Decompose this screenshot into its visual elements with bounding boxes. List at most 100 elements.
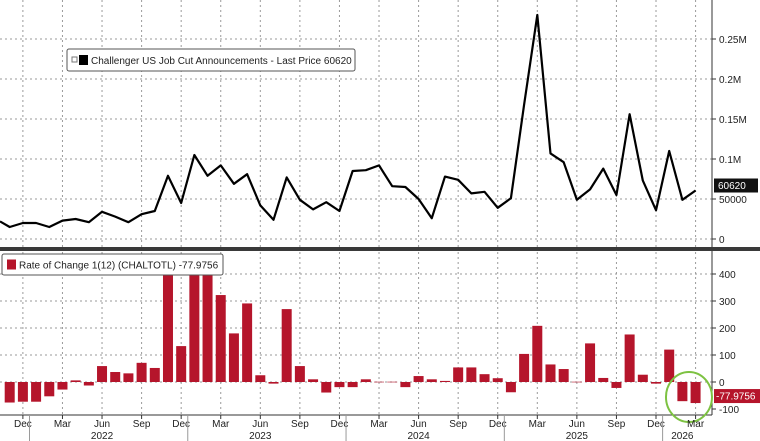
x-year-label: 2026 (671, 431, 694, 441)
x-tick-label: Dec (14, 419, 32, 430)
bar (321, 382, 332, 393)
legend-swatch (79, 55, 88, 65)
last-roc-tag (714, 389, 760, 404)
bar (281, 309, 292, 382)
bar (479, 374, 490, 382)
x-tick-label: Sep (449, 419, 467, 430)
bar (598, 377, 609, 382)
x-tick-label: Sep (133, 419, 151, 430)
bar (651, 382, 662, 384)
bar (70, 380, 81, 382)
last-price-tag (714, 178, 758, 193)
y-tick-label: 0.1M (719, 155, 741, 166)
x-tick-label: Mar (370, 419, 388, 430)
bar (611, 382, 622, 388)
bar (387, 381, 398, 383)
x-tick-label: Mar (54, 419, 72, 430)
bar (347, 382, 358, 388)
y-tick-label: 0 (719, 378, 725, 389)
y-tick-label: 0.25M (719, 35, 747, 46)
bar (294, 366, 305, 382)
x-tick-label: Mar (212, 419, 230, 430)
bar (176, 346, 187, 382)
x-tick-label: Jun (411, 419, 427, 430)
x-tick-label: Dec (172, 419, 190, 430)
x-tick-label: Jun (252, 419, 268, 430)
bar (149, 367, 160, 382)
y-tick-label: 100 (719, 351, 736, 362)
x-year-label: 2025 (566, 431, 589, 441)
bar (308, 379, 319, 382)
bar (374, 381, 385, 383)
x-tick-label: Mar (529, 419, 547, 430)
bar (466, 367, 477, 382)
bar (242, 303, 253, 382)
bar (413, 376, 424, 382)
bar (400, 382, 411, 388)
bar (624, 334, 635, 382)
x-tick-label: Sep (608, 419, 626, 430)
y-tick-label: 0.2M (719, 75, 741, 86)
legend-box (1, 253, 224, 276)
x-year-label: 2022 (91, 431, 114, 441)
y-tick-label: 0 (719, 235, 725, 246)
x-tick-label: Dec (331, 419, 349, 430)
bar (57, 382, 68, 390)
bar (189, 267, 200, 382)
bar (202, 271, 213, 382)
bar (558, 369, 569, 382)
x-tick-label: Dec (489, 419, 507, 430)
bar (4, 382, 15, 403)
bar (123, 373, 134, 382)
bar (519, 353, 530, 382)
legend-label: Rate of Change 1(12) (CHALTOTL) -77.9756 (19, 261, 219, 272)
highlight-circle (664, 371, 713, 423)
bar (571, 381, 582, 383)
bar (228, 333, 239, 382)
bar (97, 366, 108, 382)
bar (637, 374, 648, 382)
last-price-label: 60620 (718, 181, 746, 192)
series-line (0, 13, 697, 229)
bar (31, 382, 42, 402)
x-tick-label: Mar (687, 419, 705, 430)
legend-swatch (7, 259, 16, 270)
bar (215, 295, 226, 382)
y-tick-label: -100 (719, 405, 739, 416)
legend-box (66, 48, 356, 72)
bar (110, 372, 121, 382)
bar (17, 382, 28, 402)
bar (664, 349, 675, 382)
y-tick-label: 400 (719, 270, 736, 281)
bar (44, 382, 55, 397)
bar (439, 380, 450, 382)
y-tick-label: 300 (719, 297, 736, 308)
bar (360, 379, 371, 382)
bar (334, 382, 345, 388)
bar (677, 382, 688, 402)
x-year-label: 2024 (407, 431, 430, 441)
bar (255, 375, 266, 382)
x-tick-label: Dec (647, 419, 665, 430)
x-tick-label: Sep (291, 419, 309, 430)
legend-bar: Rate of Change 1(12) (CHALTOTL) -77.9756 (1, 253, 224, 276)
bar (162, 269, 173, 382)
y-tick-label: 0.15M (719, 115, 747, 126)
x-year-label: 2023 (249, 431, 272, 441)
bar (585, 343, 596, 382)
bar (453, 367, 464, 382)
bar (268, 382, 279, 384)
legend-line: Challenger US Job Cut Announcements - La… (66, 48, 356, 72)
y-tick-label: 50000 (719, 195, 747, 206)
bar (492, 378, 503, 382)
expand-icon (71, 56, 78, 63)
y-tick-label: 200 (719, 324, 736, 335)
bar (426, 379, 437, 382)
bar (690, 382, 701, 404)
last-roc-label: -77.9756 (716, 392, 756, 403)
bar (83, 382, 94, 386)
bar (136, 362, 147, 382)
x-tick-label: Jun (94, 419, 110, 430)
bar (545, 364, 556, 382)
